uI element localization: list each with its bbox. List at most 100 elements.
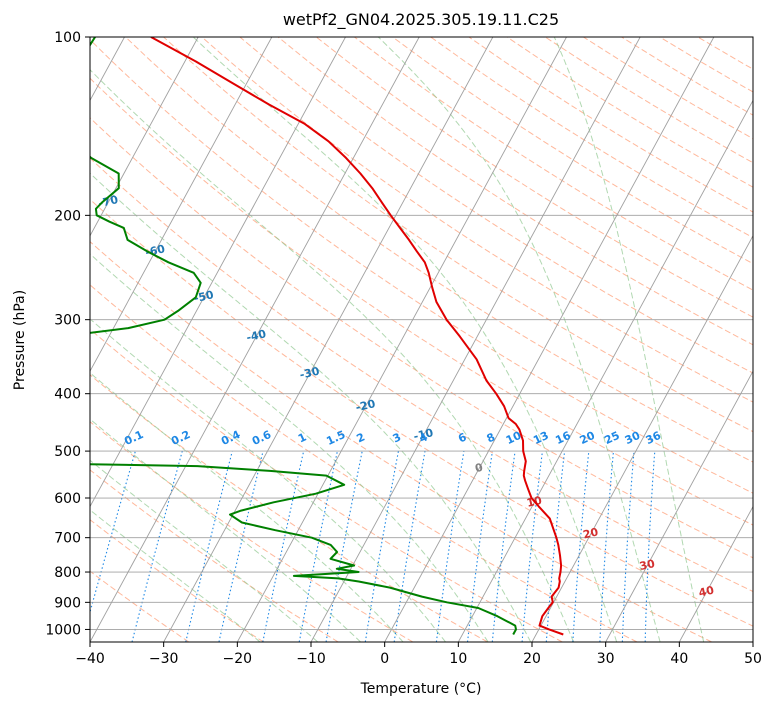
mixing-ratio-line xyxy=(545,451,566,642)
background-lines: -100-90-80-70-60-50-40-30-20-10010203040… xyxy=(0,37,753,642)
plot-frame xyxy=(89,36,754,643)
isotherm-line xyxy=(605,370,753,642)
dry-adiabat-line xyxy=(697,37,753,70)
isotherm-line xyxy=(384,37,715,642)
mixing-ratio-line xyxy=(262,450,305,642)
y-axis-ticks: 100 200 300 400 500 600 700 800 900 1000 xyxy=(45,30,90,638)
moist-adiabat-line xyxy=(90,172,532,642)
dry-adiabat-line xyxy=(277,37,753,346)
mixing-ratio-label: 0.1 xyxy=(122,428,145,448)
moist-adiabat-line xyxy=(90,372,404,642)
isotherm-line xyxy=(236,37,567,642)
moist-adiabat-line xyxy=(90,418,361,642)
isotherm-label: -80 xyxy=(47,149,70,166)
dry-adiabat-line xyxy=(315,37,753,318)
chart-title: wetPf2_GN04.2025.305.19.11.C25 xyxy=(283,10,559,30)
y-tick-label: 400 xyxy=(54,387,81,403)
isotherm-line xyxy=(163,37,494,642)
mixing-ratio-label: 25 xyxy=(602,429,621,447)
y-tick-label: 700 xyxy=(54,531,81,547)
isotherm-line xyxy=(90,37,420,642)
mixing-ratio-label: 20 xyxy=(578,429,598,447)
moist-adiabat-line xyxy=(192,37,618,642)
y-tick-label: 800 xyxy=(54,565,81,581)
dry-adiabat-line xyxy=(90,519,264,642)
mixing-ratio-line xyxy=(435,451,465,642)
isotherm-line xyxy=(752,641,753,642)
dry-adiabat-line xyxy=(621,37,753,116)
x-tick-label: −10 xyxy=(296,651,326,667)
mixing-ratio-label: 1.5 xyxy=(324,428,347,448)
dry-adiabat-line xyxy=(90,284,638,642)
mixing-ratio-labels: 0.1 0.2 0.4 0.6 1 1.5 2 3 4 6 8 10 13 16 20 25 30 36 xyxy=(122,428,663,448)
y-tick-label: 500 xyxy=(54,444,81,460)
isobars xyxy=(90,37,753,630)
mixing-ratio-label: 3 xyxy=(391,430,403,445)
moist-adiabat-line xyxy=(553,37,705,642)
isotherm-label-freezing: 0 xyxy=(474,461,485,475)
x-tick-label: 0 xyxy=(380,651,389,667)
dry-adiabat-line xyxy=(90,570,190,642)
isotherm-label: -60 xyxy=(144,242,167,259)
dry-adiabat-line xyxy=(392,37,753,265)
moist-adiabat-line xyxy=(90,509,261,642)
y-tick-label: 200 xyxy=(54,208,81,224)
mixing-ratio-label: 16 xyxy=(553,429,573,447)
y-tick-label: 100 xyxy=(54,30,81,46)
isotherm-line xyxy=(90,37,346,508)
y-axis-label: Pressure (hPa) xyxy=(12,290,28,390)
x-axis-ticks: −40 −30 −20 −10 0 10 20 30 40 50 xyxy=(75,642,762,667)
mixing-ratio-line xyxy=(393,451,426,642)
dewpoint-line xyxy=(90,37,517,635)
isotherm-label: 20 xyxy=(582,525,600,541)
moist-adiabat-line xyxy=(90,253,489,642)
dry-adiabat-line xyxy=(90,157,753,593)
mixing-ratio-label: 0.6 xyxy=(250,428,273,448)
x-tick-label: 50 xyxy=(744,651,762,667)
isotherm-label: -20 xyxy=(354,397,377,414)
isotherm-label: -70 xyxy=(97,193,120,210)
dry-adiabat-line xyxy=(544,37,753,164)
y-tick-label: 600 xyxy=(54,491,81,507)
mixing-ratio-line xyxy=(218,450,264,642)
isotherm-label: -90 xyxy=(0,105,20,122)
x-tick-label: 40 xyxy=(670,651,688,667)
moist-adiabat-line xyxy=(90,318,446,642)
mixing-ratio-label: 0.2 xyxy=(169,428,192,448)
mixing-ratio-line xyxy=(621,451,635,642)
x-tick-label: 10 xyxy=(449,651,467,667)
isotherm-line xyxy=(457,99,753,642)
x-tick-label: 30 xyxy=(597,651,615,667)
isotherm-line xyxy=(90,37,273,373)
isotherms xyxy=(90,37,753,642)
dry-adiabat-line xyxy=(90,77,753,526)
dry-adiabat-line xyxy=(90,374,488,642)
dry-adiabat-line xyxy=(90,421,414,642)
mixing-ratio-label: 10 xyxy=(504,429,524,447)
profile-series xyxy=(90,37,564,636)
dry-adiabat-line xyxy=(90,469,339,642)
dry-adiabat-line xyxy=(583,37,753,140)
y-tick-label: 300 xyxy=(54,313,81,329)
x-tick-label: −30 xyxy=(149,651,179,667)
moist-adiabat-line xyxy=(90,459,319,642)
isotherm-label: -40 xyxy=(245,327,268,344)
isotherm-label: 30 xyxy=(638,557,656,573)
dry-adiabat-line xyxy=(90,241,712,642)
mixing-ratio-label: 36 xyxy=(644,429,664,447)
mixing-ratio-line xyxy=(90,450,136,615)
y-tick-label: 900 xyxy=(54,595,81,611)
isotherm-label: -30 xyxy=(298,364,321,381)
mixing-ratio-line xyxy=(491,451,516,642)
dry-adiabat-line xyxy=(354,37,753,291)
moist-adiabat-line xyxy=(90,69,575,642)
x-axis-label: Temperature (°C) xyxy=(360,681,482,697)
dry-adiabat-line xyxy=(90,38,753,494)
mixing-ratio-label: 1 xyxy=(296,430,308,445)
x-tick-label: −40 xyxy=(75,651,105,667)
dry-adiabat-line xyxy=(90,117,753,559)
mixing-ratio-line xyxy=(572,451,590,642)
mixing-ratio-label: 13 xyxy=(531,429,550,447)
mixing-ratio-line xyxy=(185,450,233,642)
